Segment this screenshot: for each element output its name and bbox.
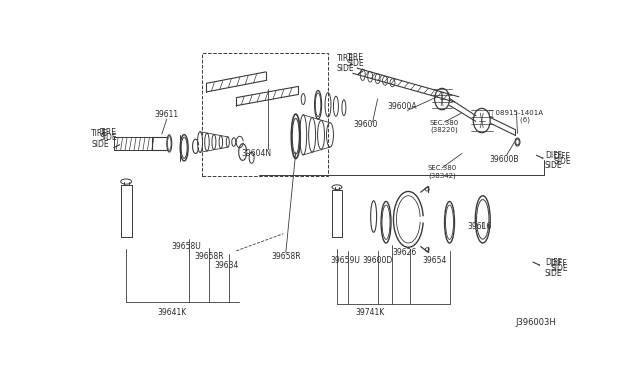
- Text: TIRE: TIRE: [347, 53, 364, 62]
- Text: TIRE
SIDE: TIRE SIDE: [91, 129, 109, 149]
- Text: 39600: 39600: [353, 121, 378, 129]
- Text: TIRE: TIRE: [100, 128, 117, 137]
- Text: 39741K: 39741K: [356, 308, 385, 317]
- Text: 39604N: 39604N: [241, 149, 271, 158]
- Text: DIFF: DIFF: [550, 259, 567, 268]
- Text: J396003H: J396003H: [515, 318, 556, 327]
- Text: 39654: 39654: [422, 256, 447, 265]
- Text: 39659U: 39659U: [330, 256, 360, 265]
- Text: Ⓟ 08915-1401A
        (6): Ⓟ 08915-1401A (6): [490, 109, 543, 123]
- Text: 39611: 39611: [155, 110, 179, 119]
- Text: 39641K: 39641K: [157, 308, 186, 317]
- Text: SIDE: SIDE: [554, 157, 572, 166]
- Text: DIFF
SIDE: DIFF SIDE: [545, 259, 563, 278]
- Text: TIRE
SIDE: TIRE SIDE: [337, 54, 354, 73]
- Text: 39600B: 39600B: [490, 155, 519, 164]
- Bar: [202, 53, 328, 176]
- Text: 39600D: 39600D: [362, 256, 393, 265]
- Text: 39658R: 39658R: [194, 252, 224, 261]
- Text: 39658R: 39658R: [271, 252, 301, 261]
- Text: SIDE: SIDE: [100, 133, 118, 142]
- Text: 39626: 39626: [393, 248, 417, 257]
- Text: DIFF: DIFF: [554, 152, 570, 161]
- Text: 39600A: 39600A: [388, 102, 417, 111]
- Text: 39616: 39616: [467, 222, 492, 231]
- Text: SEC.380
(38220): SEC.380 (38220): [430, 119, 459, 133]
- Text: 39634: 39634: [214, 261, 239, 270]
- Text: SIDE: SIDE: [347, 59, 364, 68]
- Text: 39658U: 39658U: [172, 242, 202, 251]
- Text: SEC.380
(38342): SEC.380 (38342): [428, 166, 457, 179]
- Text: SIDE: SIDE: [550, 264, 568, 273]
- Text: DIFF
SIDE: DIFF SIDE: [545, 151, 563, 170]
